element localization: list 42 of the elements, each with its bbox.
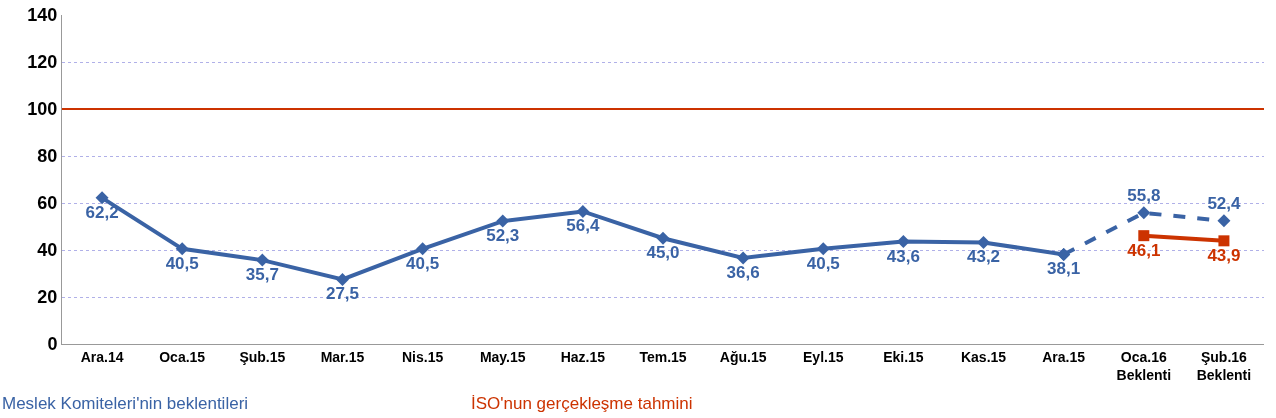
x-tick-label: Ağu.15: [719, 348, 767, 365]
data-label: 40,5: [406, 253, 440, 273]
text: İSO'nun gerçekleşme tahmini: [471, 394, 693, 413]
data-label: 36,6: [726, 262, 760, 282]
data-label: 43,6: [886, 246, 920, 266]
x-tick-label: Ara.15: [1042, 348, 1086, 365]
x-tick-label: Oca.15: [159, 348, 206, 365]
data-label: 40,5: [165, 253, 199, 273]
data-label: 43,2: [966, 247, 1001, 267]
x-tick-label: Eyl.15: [803, 348, 844, 365]
y-tick-label: 0: [47, 334, 58, 355]
x-tick-label: Kas.15: [960, 348, 1007, 365]
y-tick-label: 60: [37, 193, 58, 214]
data-label: 62,2: [85, 202, 119, 222]
data-label: 52,3: [486, 226, 520, 246]
x-tick-label: Ara.14: [80, 348, 124, 365]
y-tick-label: 120: [27, 52, 58, 73]
data-label: 46,1: [1127, 241, 1161, 261]
y-tick-label: 100: [27, 99, 58, 120]
text: Meslek Komiteleri'nin beklentileri: [2, 394, 249, 413]
x-tick-label: Şub.16 Beklenti: [1196, 348, 1252, 383]
x-tick-label: Oca.16 Beklenti: [1116, 348, 1172, 383]
x-tick-label: Tem.15: [639, 348, 687, 365]
data-label: 52,4: [1207, 194, 1242, 214]
data-label: 55,8: [1127, 186, 1161, 206]
y-tick-label: 80: [37, 146, 58, 167]
data-label: 35,7: [245, 265, 279, 285]
data-label: 38,1: [1047, 259, 1081, 279]
x-tick-label: Nis.15: [401, 348, 444, 365]
x-tick-label: Haz.15: [560, 348, 606, 365]
data-label: 45,0: [646, 243, 680, 263]
x-tick-label: May.15: [479, 348, 526, 365]
data-label: 40,5: [806, 253, 840, 273]
data-label: 56,4: [566, 216, 600, 236]
y-tick-label: 20: [37, 287, 58, 308]
data-label: 27,5: [325, 284, 360, 304]
x-tick-label: Şub.15: [239, 348, 286, 365]
x-tick-label: Mar.15: [320, 348, 365, 365]
x-tick-label: Eki.15: [883, 348, 924, 365]
y-tick-label: 140: [27, 5, 58, 26]
y-tick-label: 40: [37, 240, 58, 261]
data-label: 43,9: [1207, 246, 1241, 266]
